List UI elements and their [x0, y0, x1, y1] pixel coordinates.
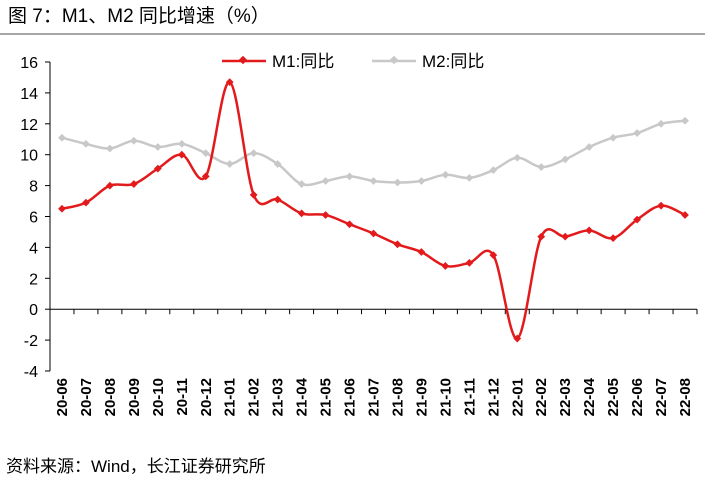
legend-m2-label: M2:同比: [422, 52, 484, 71]
m2-line: [61, 119, 686, 187]
m1-point: [369, 229, 378, 238]
m2-point: [537, 163, 546, 171]
m1-point: [249, 190, 258, 199]
x-tick-label: 21-06: [342, 378, 359, 416]
y-tick-label: 4: [29, 240, 38, 257]
m2-point: [513, 153, 522, 162]
x-tick-label: 21-01: [222, 378, 239, 416]
m2-point: [633, 129, 641, 137]
x-axis: 20-06 20-07 20-08 20-09 20-10 20-11 20-12 21-01…: [49, 308, 698, 416]
y-axis: 16 14 12 10 8 6 4 2 0 -2 -4: [20, 55, 51, 381]
m1-point: [225, 78, 234, 86]
x-tick-label: 20-12: [198, 378, 215, 416]
m2-point: [345, 172, 354, 181]
m1-point: [106, 181, 114, 190]
m2-point: [417, 177, 426, 185]
m2-point: [177, 139, 186, 148]
m1-point: [633, 215, 641, 224]
x-tick-label: 22-04: [581, 377, 598, 416]
y-tick-label: 16: [20, 55, 38, 72]
m1-point: [681, 211, 689, 219]
m2-point: [393, 178, 402, 187]
x-tick-label: 21-04: [294, 377, 311, 416]
m1-point: [82, 198, 90, 207]
m1-point: [129, 180, 138, 188]
m2-point: [609, 133, 618, 142]
x-tick-label: 21-11: [461, 378, 478, 416]
source-note: 资料来源：Wind，长江证券研究所: [6, 457, 266, 476]
m1-point: [441, 262, 450, 270]
m1-point: [465, 258, 474, 267]
x-tick-label: 20-11: [174, 378, 191, 416]
m1-point: [297, 209, 306, 218]
x-tick-label: 21-08: [389, 378, 406, 416]
y-tick-label: 0: [29, 302, 38, 319]
x-tick-label: 22-07: [653, 378, 670, 416]
legend-m1-label: M1:同比: [272, 52, 334, 71]
m1-point: [585, 226, 594, 235]
y-tick-label: -4: [24, 364, 38, 381]
x-tick-label: 20-08: [102, 378, 119, 416]
series-m2: [58, 116, 689, 188]
m1-point: [657, 201, 665, 210]
m1-point: [273, 195, 282, 204]
y-tick-label: 14: [20, 86, 38, 103]
m1-point: [537, 232, 546, 241]
y-tick-label: 10: [20, 148, 38, 165]
m2-point: [561, 155, 570, 164]
x-tick-label: 20-09: [126, 378, 143, 416]
m1-point: [609, 234, 618, 243]
y-tick-label: 6: [29, 210, 38, 227]
x-tick-label: 21-03: [270, 378, 287, 416]
x-tick-label: 21-10: [437, 378, 454, 416]
m1-point: [513, 334, 522, 343]
x-tick-label: 20-07: [78, 378, 95, 416]
m2-point: [657, 119, 665, 128]
y-tick-label: -2: [24, 333, 38, 350]
series-m1: [58, 78, 689, 343]
x-tick-label: 20-10: [150, 378, 167, 416]
m2-point: [681, 116, 689, 125]
m2-point: [369, 177, 378, 185]
m1-point: [561, 232, 570, 241]
m2-point: [249, 149, 258, 158]
m2-point: [106, 144, 114, 153]
m2-point: [58, 133, 66, 142]
x-tick-label: 22-06: [629, 378, 646, 416]
m1-point: [58, 204, 66, 213]
y-tick-label: 12: [20, 117, 38, 134]
y-tick-label: 2: [29, 271, 38, 288]
x-tick-label: 22-03: [557, 378, 574, 416]
m1-point: [321, 211, 330, 219]
x-tick-label: 21-02: [246, 378, 263, 416]
x-tick-label: 21-07: [366, 378, 383, 416]
x-tick-label: 22-05: [605, 378, 622, 416]
m1-point: [393, 240, 402, 249]
m1-line: [61, 80, 686, 340]
m2-point: [225, 160, 234, 168]
y-tick-label: 8: [29, 179, 38, 196]
x-tick-label: 21-12: [485, 378, 502, 416]
m2-point: [321, 177, 330, 185]
chart-title: 图 7：M1、M2 同比增速（%）: [8, 6, 270, 27]
x-tick-label: 21-05: [318, 378, 335, 416]
x-tick-label: 22-08: [677, 378, 694, 416]
x-tick-label: 20-06: [54, 378, 71, 416]
m2-point: [153, 143, 162, 151]
x-tick-label: 22-01: [509, 378, 526, 416]
title-divider: [0, 33, 705, 35]
m2-point: [465, 173, 474, 182]
m2-point: [129, 136, 138, 145]
x-tick-label: 22-02: [533, 378, 550, 416]
x-tick-label: 21-09: [413, 378, 430, 416]
legend-m1-marker: [238, 55, 248, 65]
m1-point: [345, 220, 354, 229]
m2-point: [441, 170, 450, 179]
legend: M1:同比 M2:同比: [222, 52, 484, 71]
legend-m2-marker: [389, 55, 399, 65]
m2-point: [585, 143, 594, 151]
m2-point: [82, 139, 90, 148]
